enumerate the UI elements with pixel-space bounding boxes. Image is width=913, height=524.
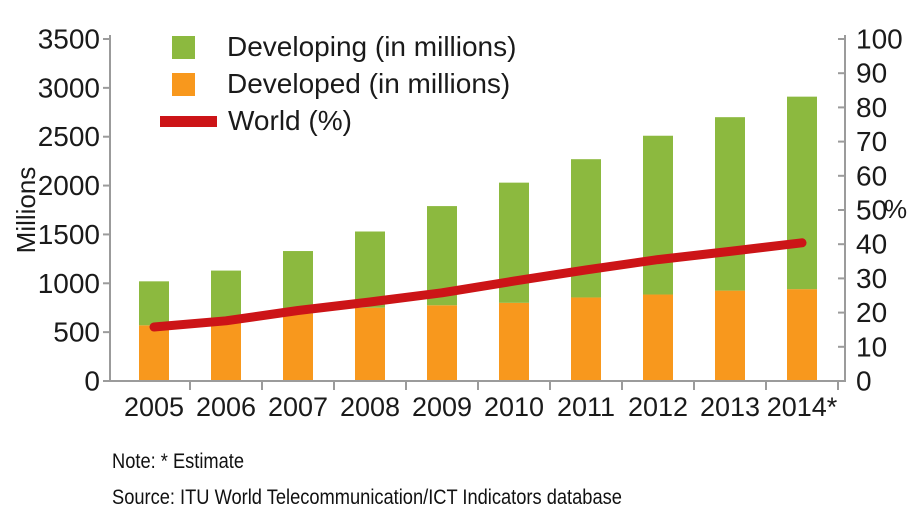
year-label-2012: 2012	[628, 392, 688, 422]
left-axis-tick-label: 1500	[38, 219, 100, 250]
left-axis-title: Millions	[11, 166, 41, 254]
bar-developed-2010	[499, 302, 529, 381]
bar-developing-2005	[139, 281, 169, 326]
year-label-2007: 2007	[268, 392, 328, 422]
bar-developing-2011	[571, 159, 601, 298]
bar-developed-2013	[715, 290, 745, 381]
bar-developing-2014*	[787, 96, 817, 290]
bar-developing-2007	[283, 251, 313, 314]
year-label-2010: 2010	[484, 392, 544, 422]
bar-developed-2005	[139, 325, 169, 381]
right-axis-tick-label: 30	[856, 263, 887, 294]
note-text: Note: * Estimate	[112, 449, 245, 473]
right-axis-tick-label: 70	[856, 126, 887, 157]
right-axis-tick-label: 20	[856, 297, 887, 328]
bar-developed-2011	[571, 297, 601, 381]
legend-item-world: World (%)	[160, 107, 352, 135]
bar-developed-2014*	[787, 289, 817, 381]
developed-swatch-icon	[172, 72, 195, 96]
year-label-2013: 2013	[700, 392, 760, 422]
year-label-2008: 2008	[340, 392, 400, 422]
year-label-2011: 2011	[557, 392, 615, 422]
legend-item-developed: Developed (in millions)	[172, 70, 510, 98]
bar-developed-2006	[211, 319, 241, 381]
bar-developing-2008	[355, 231, 385, 308]
right-axis-tick-label: 80	[856, 92, 887, 123]
bar-developed-2009	[427, 305, 457, 381]
developing-swatch-icon	[172, 35, 195, 59]
right-axis-tick-label: 50	[856, 195, 887, 226]
left-axis-tick-label: 1000	[38, 268, 100, 299]
right-axis-tick-label: 40	[856, 229, 887, 260]
bar-developed-2007	[283, 313, 313, 381]
right-axis-tick-label: 0	[856, 366, 872, 397]
left-axis-tick-label: 3500	[38, 24, 100, 55]
left-axis-tick-label: 500	[53, 317, 100, 348]
legend-label-world: World (%)	[228, 105, 352, 136]
left-axis-tick-label: 2000	[38, 170, 100, 201]
source-text: Source: ITU World Telecommunication/ICT …	[112, 485, 622, 509]
world-line-swatch-icon	[160, 115, 217, 127]
right-axis-tick-label: 100	[856, 24, 903, 55]
legend-label-developed: Developed (in millions)	[227, 68, 511, 99]
bar-developing-2013	[715, 117, 745, 291]
year-label-2006: 2006	[196, 392, 256, 422]
left-axis-tick-label: 2500	[38, 121, 100, 152]
bar-developed-2012	[643, 294, 673, 381]
bar-developing-2006	[211, 270, 241, 320]
bar-developed-2008	[355, 307, 385, 381]
left-axis-tick-label: 3000	[38, 72, 100, 103]
right-axis-tick-label: 60	[856, 160, 887, 191]
right-axis-tick-label: 10	[856, 331, 887, 362]
year-label-2005: 2005	[124, 392, 184, 422]
year-label-2009: 2009	[412, 392, 472, 422]
year-label-2014*: 2014*	[767, 392, 838, 422]
left-axis-tick-label: 0	[84, 366, 100, 397]
world-percent-line	[149, 238, 807, 332]
right-axis-tick-label: 90	[856, 58, 887, 89]
legend-item-developing: Developing (in millions)	[172, 33, 516, 61]
bar-developing-2012	[643, 135, 673, 295]
legend-label-developing: Developing (in millions)	[227, 31, 517, 62]
right-axis-title: %	[884, 194, 908, 224]
